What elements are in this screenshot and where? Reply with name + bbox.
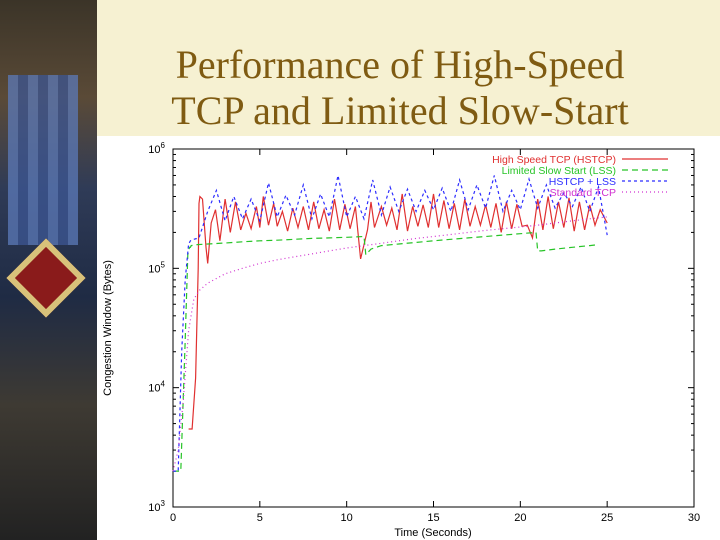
y-tick-exponent: 3 xyxy=(161,499,166,508)
series-line-4 xyxy=(172,216,608,472)
chart-panel: 0 5 10 15 20 25 30 103 104 105 106 High Speed TCP … xyxy=(97,136,720,540)
x-tick-label: 15 xyxy=(427,512,439,524)
legend: High Speed TCP (HSTCP)Limited Slow Start… xyxy=(492,154,668,199)
y-tick-exponent: 5 xyxy=(161,260,166,269)
y-tick-label: 105 xyxy=(148,260,165,275)
x-axis-label: Time (Seconds) xyxy=(394,527,471,539)
slide-title: Performance of High-Speed TCP and Limite… xyxy=(120,42,680,134)
series-line-3 xyxy=(173,175,608,472)
plot-frame xyxy=(172,148,695,508)
series-line-2 xyxy=(173,231,599,472)
x-tick-label: 30 xyxy=(688,512,700,524)
legend-label-3: HSTCP + LSS xyxy=(549,176,616,188)
y-axis-label: Congestion Window (Bytes) xyxy=(102,260,114,396)
y-tick-base: 10 xyxy=(148,144,160,156)
y-tick-exponent: 4 xyxy=(161,380,166,389)
x-tick-label: 10 xyxy=(341,512,353,524)
y-tick-label: 103 xyxy=(148,499,165,514)
decorative-medal-sidebar xyxy=(0,0,97,540)
legend-label-1: High Speed TCP (HSTCP) xyxy=(492,154,616,166)
series-line-1 xyxy=(188,193,608,430)
slide-title-line-1: Performance of High-Speed xyxy=(175,42,625,87)
x-tick-label: 20 xyxy=(514,512,526,524)
legend-label-2: Limited Slow Start (LSS) xyxy=(502,165,616,177)
x-tick-label: 0 xyxy=(170,512,176,524)
y-tick-label: 106 xyxy=(148,141,165,156)
y-tick-exponent: 6 xyxy=(161,141,166,150)
series-lines xyxy=(172,175,608,472)
y-tick-base: 10 xyxy=(148,263,160,275)
x-tick-label: 25 xyxy=(601,512,613,524)
y-tick-base: 10 xyxy=(148,502,160,514)
x-tick-label: 5 xyxy=(257,512,263,524)
y-tick-label: 104 xyxy=(148,380,165,395)
legend-label-4: Standard TCP xyxy=(550,187,616,199)
slide-title-line-2: TCP and Limited Slow-Start xyxy=(171,88,629,133)
y-tick-base: 10 xyxy=(148,383,160,395)
